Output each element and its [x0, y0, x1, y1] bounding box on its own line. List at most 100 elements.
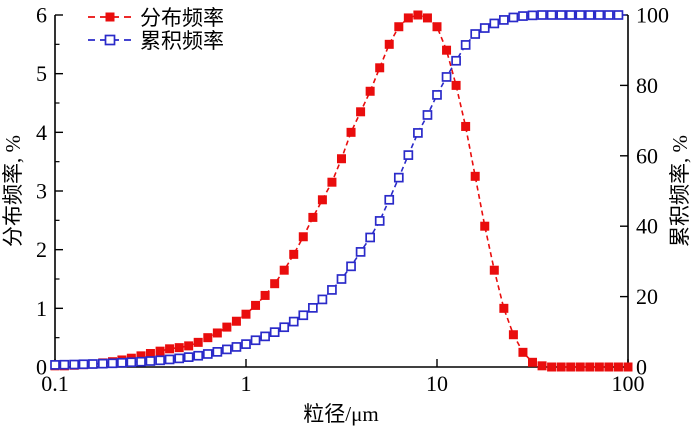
cumulative-line: [54, 14, 628, 366]
distribution-marker-filled-square-icon: [260, 290, 270, 300]
distribution-marker-filled-square-icon: [317, 195, 327, 205]
distribution-marker-filled-square-icon: [451, 80, 461, 90]
y-right-tick-label: 60: [636, 143, 658, 168]
cumulative-marker-open-square-icon: [527, 10, 538, 21]
cumulative-marker-open-square-icon: [136, 356, 146, 367]
cumulative-marker-open-square-icon: [212, 347, 223, 357]
y-left-tick-label: 4: [36, 120, 47, 145]
distribution-marker-filled-square-icon: [413, 10, 423, 20]
distribution-marker-filled-square-icon: [480, 221, 490, 231]
distribution-marker-filled-square-icon: [155, 346, 165, 356]
y-left-tick-label: 5: [36, 61, 47, 86]
distribution-marker-filled-square-icon: [327, 177, 337, 187]
y-right-tick-label: 80: [636, 73, 658, 98]
distribution-marker-filled-square-icon: [508, 330, 518, 340]
distribution-marker-filled-square-icon: [518, 347, 528, 357]
cumulative-marker-open-square-icon: [193, 350, 204, 361]
distribution-marker-filled-square-icon: [346, 127, 356, 137]
cumulative-marker-open-square-icon: [613, 10, 624, 20]
distribution-marker-filled-square-icon: [613, 362, 623, 372]
distribution-marker-filled-square-icon: [442, 45, 452, 55]
x-tick-label: 1: [241, 371, 252, 396]
distribution-marker-filled-square-icon: [270, 279, 280, 289]
distribution-line: [55, 14, 628, 368]
cumulative-marker-open-square-icon: [451, 55, 461, 66]
distribution-marker-filled-square-icon: [384, 39, 394, 49]
distribution-marker-filled-square-icon: [489, 265, 499, 275]
distribution-marker-filled-square-icon: [594, 362, 604, 372]
legend-label-distribution: 分布频率: [140, 6, 224, 30]
y-right-tick-label: 100: [636, 3, 669, 28]
x-tick-label: 10: [426, 371, 448, 396]
distribution-marker-filled-square-icon: [251, 300, 261, 310]
distribution-marker-filled-square-icon: [222, 322, 232, 332]
x-tick-label: 100: [612, 371, 645, 396]
cumulative-marker-open-square-icon: [298, 310, 309, 321]
cumulative-marker-open-square-icon: [250, 335, 261, 346]
cumulative-marker-open-square-icon: [432, 90, 442, 100]
cumulative-marker-open-square-icon: [489, 18, 500, 29]
cumulative-marker-open-square-icon: [346, 261, 356, 272]
distribution-marker-filled-square-icon: [394, 22, 404, 32]
distribution-marker-filled-square-icon: [203, 333, 213, 343]
distribution-marker-filled-square-icon: [623, 362, 633, 372]
distribution-marker-filled-square-icon: [231, 316, 241, 326]
cumulative-marker-open-square-icon: [222, 344, 232, 355]
distribution-marker-filled-square-icon: [470, 171, 480, 181]
cumulative-marker-open-square-icon: [183, 352, 194, 362]
cumulative-marker-open-square-icon: [336, 274, 347, 284]
distribution-marker-filled-square-icon: [499, 303, 509, 313]
cumulative-marker-open-square-icon: [498, 15, 509, 25]
cumulative-marker-open-square-icon: [117, 357, 127, 368]
cumulative-marker-open-square-icon: [365, 232, 376, 243]
distribution-marker-filled-square-icon: [174, 343, 184, 353]
cumulative-marker-open-square-icon: [126, 357, 137, 368]
cumulative-marker-open-square-icon: [59, 359, 70, 370]
cumulative-marker-open-square-icon: [470, 29, 481, 39]
distribution-marker-filled-square-icon: [184, 341, 194, 351]
distribution-marker-filled-square-icon: [461, 121, 471, 131]
cumulative-marker-open-square-icon: [594, 10, 605, 20]
legend-marker-filled-square-icon: [105, 12, 115, 22]
cumulative-marker-open-square-icon: [441, 72, 452, 82]
distribution-marker-filled-square-icon: [432, 22, 442, 32]
cumulative-marker-open-square-icon: [317, 294, 328, 305]
cumulative-marker-open-square-icon: [50, 360, 60, 370]
cumulative-marker-open-square-icon: [88, 359, 98, 369]
y-right-tick-label: 40: [636, 214, 658, 239]
y-right-axis-title: 累积频率, %: [668, 135, 692, 247]
y-left-tick-label: 2: [36, 237, 47, 262]
y-left-tick-label: 3: [36, 179, 47, 204]
cumulative-marker-open-square-icon: [241, 339, 251, 349]
distribution-marker-filled-square-icon: [365, 86, 375, 96]
distribution-marker-filled-square-icon: [604, 362, 614, 372]
cumulative-marker-open-square-icon: [546, 10, 557, 20]
distribution-marker-filled-square-icon: [528, 357, 538, 367]
cumulative-marker-open-square-icon: [413, 128, 423, 138]
cumulative-marker-open-square-icon: [202, 349, 213, 359]
cumulative-marker-open-square-icon: [584, 10, 595, 20]
distribution-series: [50, 10, 633, 372]
distribution-marker-filled-square-icon: [336, 154, 346, 164]
distribution-marker-filled-square-icon: [193, 337, 203, 347]
y-left-tick-label: 1: [36, 296, 47, 321]
cumulative-marker-open-square-icon: [556, 10, 566, 20]
legend-item-cumulative: 累积频率: [88, 29, 224, 53]
y-left-tick-label: 0: [36, 355, 47, 380]
distribution-marker-filled-square-icon: [165, 344, 175, 354]
cumulative-marker-open-square-icon: [155, 355, 165, 366]
distribution-marker-filled-square-icon: [537, 361, 547, 371]
legend-marker-open-square-icon: [104, 34, 116, 46]
cumulative-marker-open-square-icon: [604, 10, 614, 20]
cumulative-marker-open-square-icon: [479, 23, 490, 33]
cumulative-marker-open-square-icon: [565, 10, 576, 20]
cumulative-marker-open-square-icon: [575, 10, 586, 20]
cumulative-marker-open-square-icon: [174, 353, 185, 364]
legend-label-cumulative: 累积频率: [140, 29, 224, 53]
distribution-marker-filled-square-icon: [241, 309, 251, 319]
cumulative-marker-open-square-icon: [537, 10, 547, 20]
cumulative-marker-open-square-icon: [460, 40, 471, 50]
